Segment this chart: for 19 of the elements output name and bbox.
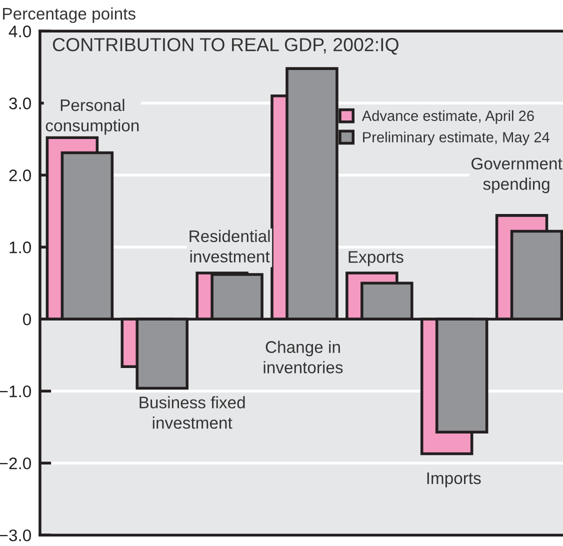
x-tick-label: Residential investment [190,230,270,262]
y-tick-label: −3.0 [0,529,31,542]
chart-title: CONTRIBUTION TO REAL GDP, 2002:IQ [52,38,398,55]
y-axis-title: Percentage points [3,7,136,23]
x-tick-label: Imports [427,472,481,488]
x-tick-label: Government spending [472,158,562,194]
y-tick-label: 1.0 [10,242,31,254]
y-tick-label: 0 [23,314,31,326]
x-tick-label: Personal consumption [46,98,139,135]
legend-label: Advance estimate, April 26 [362,110,534,124]
y-tick-label: −2.0 [0,457,31,470]
x-tick-label: Exports [348,251,404,266]
y-tick-label: 3.0 [9,98,31,110]
y-tick-label: 4.0 [8,26,31,38]
x-tick-label: Business fixed investment [140,396,245,429]
y-tick-label: −1.0 [0,385,31,398]
y-tick-label: 2.0 [9,170,31,182]
legend-label: Preliminary estimate, May 24 [363,132,550,146]
x-tick-label: Change in inventories [264,340,343,374]
